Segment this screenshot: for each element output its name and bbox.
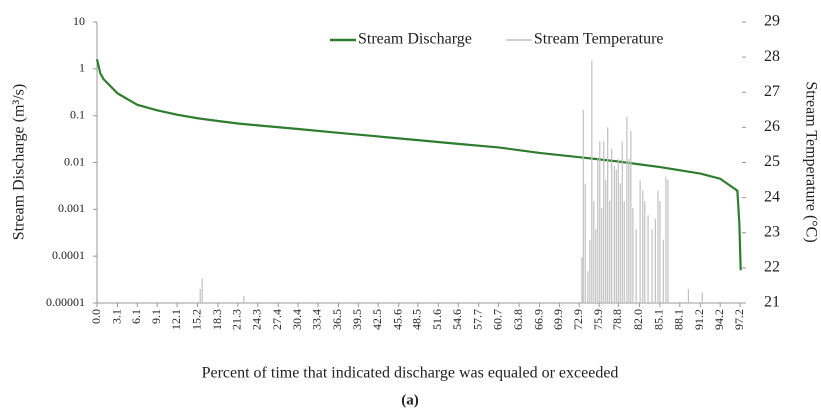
- x-tick-label: 51.6: [430, 309, 444, 330]
- x-tick-label: 36.5: [330, 309, 344, 330]
- x-tick-label: 63.8: [511, 309, 525, 330]
- x-tick-label: 91.2: [692, 309, 706, 330]
- x-tick-label: 45.6: [390, 309, 404, 330]
- x-axis-title: Percent of time that indicated discharge…: [202, 365, 619, 382]
- x-tick-label: 48.5: [410, 309, 424, 330]
- caption: (a): [401, 392, 419, 408]
- y-tick-label: 0.1: [70, 107, 85, 121]
- x-tick-label: 3.1: [109, 309, 123, 324]
- y2-tick-label: 29: [764, 13, 780, 30]
- y-tick-label: 0.001: [58, 201, 85, 215]
- x-tick-label: 75.9: [591, 309, 605, 330]
- x-tick-label: 57.7: [470, 309, 484, 330]
- x-tick-label: 18.3: [210, 309, 224, 330]
- x-tick-label: 54.6: [450, 309, 464, 330]
- x-tick-label: 6.1: [129, 309, 143, 324]
- y2-tick-label: 25: [764, 153, 780, 170]
- discharge-line: [95, 59, 742, 271]
- y-tick-label: 0.0001: [52, 248, 85, 262]
- x-tick-label: 78.8: [610, 309, 624, 330]
- y2-tick-label: 21: [764, 294, 780, 311]
- x-tick-label: 33.4: [310, 309, 324, 330]
- x-tick-label: 60.7: [490, 309, 504, 330]
- x-tick-label: 72.9: [571, 309, 585, 330]
- x-tick-label: 94.2: [712, 309, 726, 330]
- x-tick-label: 97.2: [732, 309, 746, 330]
- x-tick-label: 69.9: [551, 309, 565, 330]
- y-tick-label: 10: [73, 14, 85, 28]
- x-tick-label: 82.0: [631, 309, 645, 330]
- x-tick-label: 12.1: [169, 309, 183, 330]
- x-tick-label: 0.0: [89, 309, 103, 324]
- legend-label: Stream Discharge: [358, 31, 472, 48]
- legend-label: Stream Temperature: [534, 31, 664, 48]
- x-tick-label: 85.1: [652, 309, 666, 330]
- x-tick-label: 24.3: [250, 309, 264, 330]
- x-tick-label: 21.3: [230, 309, 244, 330]
- y2-tick-label: 22: [764, 259, 780, 276]
- x-tick-label: 30.4: [290, 309, 304, 330]
- y2-tick-label: 26: [764, 118, 780, 135]
- y2-tick-label: 28: [764, 48, 780, 65]
- x-tick-label: 39.5: [350, 309, 364, 330]
- x-tick-label: 9.1: [149, 309, 163, 324]
- y2-tick-label: 23: [764, 223, 780, 240]
- y-axis-title: Stream Discharge (m³/s): [11, 84, 28, 240]
- y2-axis-title: Stream Temperature (°C): [802, 81, 819, 242]
- y-tick-label: 0.00001: [46, 295, 85, 309]
- x-tick-label: 15.2: [189, 309, 203, 330]
- x-tick-label: 88.1: [672, 309, 686, 330]
- y2-tick-label: 27: [764, 83, 780, 100]
- x-tick-label: 27.4: [270, 309, 284, 330]
- x-tick-label: 66.9: [531, 309, 545, 330]
- x-tick-label: 42.5: [370, 309, 384, 330]
- y2-tick-label: 24: [764, 188, 780, 205]
- y-tick-label: 0.01: [64, 154, 85, 168]
- y-tick-label: 1: [79, 61, 85, 75]
